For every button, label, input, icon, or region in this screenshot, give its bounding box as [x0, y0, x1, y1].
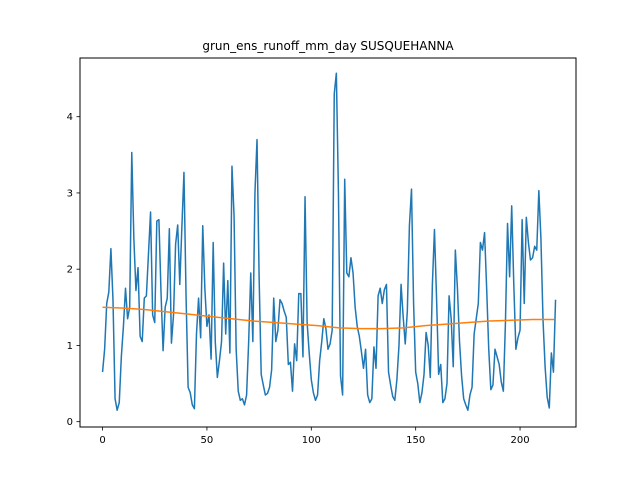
x-tick-label: 50: [201, 435, 214, 446]
x-tick-label: 150: [406, 435, 425, 446]
x-tick-label: 100: [302, 435, 321, 446]
chart-title: grun_ens_runoff_mm_day SUSQUEHANNA: [202, 39, 454, 53]
axes-frame: [79, 57, 577, 428]
y-tick-label: 2: [67, 265, 73, 276]
series-2-line: [102, 306, 555, 330]
x-tick-label: 200: [511, 435, 530, 446]
series-layer: [101, 72, 557, 411]
y-tick-label: 1: [67, 341, 73, 352]
x-axis: 0 50 100 150 200: [99, 427, 530, 446]
y-axis: 0 1 2 3 4: [67, 112, 80, 428]
series-1-line: [101, 72, 557, 411]
y-tick-label: 3: [67, 188, 73, 199]
y-tick-label: 0: [67, 417, 73, 428]
x-tick-label: 0: [99, 435, 105, 446]
y-tick-label: 4: [67, 112, 73, 123]
